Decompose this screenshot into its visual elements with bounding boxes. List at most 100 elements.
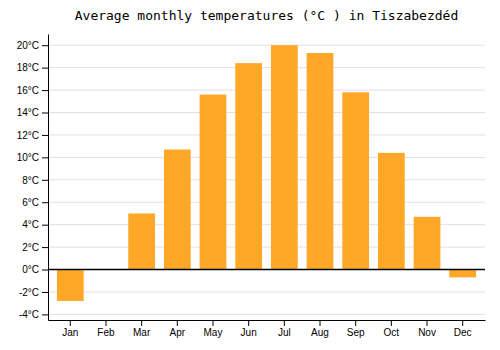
y-tick-mark [42,135,48,136]
y-tick-mark [42,157,48,158]
bar [235,63,262,269]
y-tick-mark [42,225,48,226]
x-tick: Nov [418,320,436,338]
bar [414,217,441,270]
x-tick-mark [462,320,463,326]
grid-line [48,157,485,158]
y-tick-label: 0°C [22,264,39,275]
y-tick-label: 14°C [17,107,39,118]
x-tick-mark [320,320,321,326]
bar [307,53,334,269]
bars [48,45,485,301]
grid-line [48,202,485,203]
grid-line [48,112,485,113]
grid [48,45,485,314]
bar [271,45,298,269]
x-tick-label: Oct [384,327,400,338]
y-tick-label: 4°C [22,219,39,230]
bar [449,270,476,278]
x-tick: Apr [170,320,186,338]
x-tick: Jul [278,320,291,338]
y-tick-mark [42,113,48,114]
x-tick-mark [391,320,392,326]
grid-line [48,291,485,292]
y-tick: 8°C [22,175,48,186]
x-tick-label: Jan [62,327,78,338]
x-tick-mark [355,320,356,326]
y-tick-label: 10°C [17,152,39,163]
x-axis-line [49,320,486,321]
y-tick-label: -2°C [19,287,39,298]
y-tick-mark [42,90,48,91]
x-tick: May [204,320,223,338]
bar [128,213,155,269]
x-tick: Mar [133,320,151,338]
y-tick-mark [42,180,48,181]
y-tick-mark [42,202,48,203]
grid-line [48,179,485,180]
x-tick-mark [141,320,142,326]
x-tick-label: Aug [311,327,329,338]
bar [57,270,84,301]
y-tick: -4°C [19,309,48,320]
grid-line [48,67,485,68]
y-tick: 2°C [22,242,48,253]
grid-line [48,45,485,46]
y-tick-mark [42,68,48,69]
y-tick: 4°C [22,219,48,230]
x-tick: Dec [454,320,472,338]
x-tick-label: Nov [418,327,436,338]
x-tick-label: Apr [170,327,186,338]
x-tick-label: Dec [454,327,472,338]
y-tick: 16°C [17,85,48,96]
x-tick-mark [177,320,178,326]
x-tick: Oct [384,320,400,338]
y-axis-line [48,35,49,321]
y-tick: 0°C [22,264,48,275]
y-tick-mark [42,45,48,46]
x-axis: Jan Feb Mar Apr May Jun Jul Aug Sep Oct Nov Dec [49,320,486,338]
x-tick-label: Feb [97,327,115,338]
x-tick-label: May [204,327,223,338]
bar [200,95,227,270]
y-tick: 12°C [17,130,48,141]
x-tick-mark [105,320,106,326]
x-tick-mark [212,320,213,326]
y-tick-mark [42,270,48,271]
x-tick-mark [427,320,428,326]
x-tick-mark [284,320,285,326]
x-tick: Jun [241,320,257,338]
x-tick-mark [70,320,71,326]
x-tick: Feb [97,320,115,338]
x-tick-mark [248,320,249,326]
y-tick: 10°C [17,152,48,163]
y-tick-label: 12°C [17,130,39,141]
y-tick-label: 8°C [22,175,39,186]
y-tick-label: 16°C [17,85,39,96]
y-tick-mark [42,247,48,248]
x-tick-label: Jul [278,327,291,338]
bar [378,153,405,270]
y-tick-label: 20°C [17,40,39,51]
zero-line [48,269,485,271]
grid-line [48,269,485,270]
bar [342,92,369,269]
y-tick-label: 18°C [17,62,39,73]
x-tick: Sep [347,320,365,338]
title: Average monthly temperatures (°C ) in Ti… [75,8,459,23]
y-tick: 20°C [17,40,48,51]
bar [164,150,191,270]
plot: -4°C -2°C 0°C 2°C 4°C 6°C 8°C 10°C 12°C 14°C 16°C 1… [17,35,486,339]
x-tick-label: Mar [133,327,151,338]
y-tick-label: 2°C [22,242,39,253]
y-tick-label: 6°C [22,197,39,208]
x-tick: Jan [62,320,78,338]
grid-line [48,314,485,315]
x-tick: Aug [311,320,329,338]
y-axis: -4°C -2°C 0°C 2°C 4°C 6°C 8°C 10°C 12°C 14°C 16°C 1… [17,35,49,321]
y-tick-mark [42,314,48,315]
x-tick-label: Jun [241,327,257,338]
grid-line [48,90,485,91]
y-tick: 14°C [17,107,48,118]
y-tick: -2°C [19,287,48,298]
